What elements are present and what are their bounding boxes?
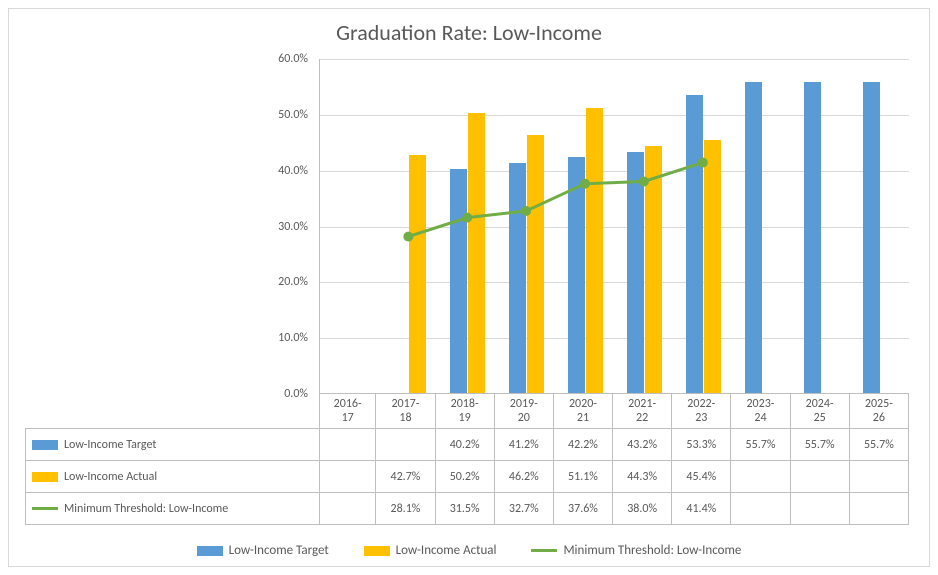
table-row-threshold: Minimum Threshold: Low-Income 28.1% 31.5… — [26, 493, 909, 525]
xcat: 2017-18 — [376, 394, 435, 429]
row-label-target: Low-Income Target — [26, 429, 320, 461]
xcat: 2021-22 — [613, 394, 672, 429]
chart-data-table: 2016-17 2017-18 2018-19 2019-20 2020-21 … — [25, 393, 909, 525]
chart-container: Graduation Rate: Low-Income 0.0%10.0%20.… — [8, 8, 930, 567]
legend-item-target: Low-Income Target — [197, 543, 329, 558]
xcat: 2018-19 — [435, 394, 494, 429]
table-row-target: Low-Income Target 40.2% 41.2% 42.2% 43.2… — [26, 429, 909, 461]
y-axis-labels: 0.0%10.0%20.0%30.0%40.0%50.0%60.0% — [259, 59, 314, 394]
table-row-actual: Low-Income Actual 42.7% 50.2% 46.2% 51.1… — [26, 461, 909, 493]
xcat: 2024-25 — [790, 394, 849, 429]
x-axis-row: 2016-17 2017-18 2018-19 2019-20 2020-21 … — [26, 394, 909, 429]
plot-area — [319, 59, 909, 394]
xcat: 2023-24 — [731, 394, 790, 429]
swatch-bar-icon — [364, 546, 390, 556]
row-label-threshold: Minimum Threshold: Low-Income — [26, 493, 320, 525]
xcat: 2025-26 — [849, 394, 908, 429]
swatch-line-icon — [531, 549, 557, 552]
legend-item-threshold: Minimum Threshold: Low-Income — [531, 543, 741, 558]
xcat: 2022-23 — [672, 394, 731, 429]
legend-item-actual: Low-Income Actual — [364, 543, 497, 558]
swatch-bar-icon — [32, 440, 58, 450]
swatch-line-icon — [32, 507, 58, 510]
swatch-bar-icon — [197, 546, 223, 556]
row-label-actual: Low-Income Actual — [26, 461, 320, 493]
xcat: 2019-20 — [494, 394, 553, 429]
xcat: 2016-17 — [320, 394, 376, 429]
legend: Low-Income Target Low-Income Actual Mini… — [9, 543, 929, 558]
chart-title: Graduation Rate: Low-Income — [9, 9, 929, 50]
swatch-bar-icon — [32, 472, 58, 482]
xcat: 2020-21 — [553, 394, 612, 429]
